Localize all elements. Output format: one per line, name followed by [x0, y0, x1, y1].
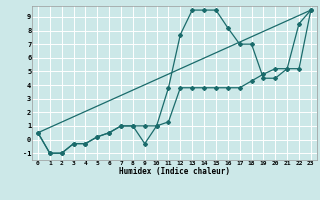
X-axis label: Humidex (Indice chaleur): Humidex (Indice chaleur) — [119, 167, 230, 176]
